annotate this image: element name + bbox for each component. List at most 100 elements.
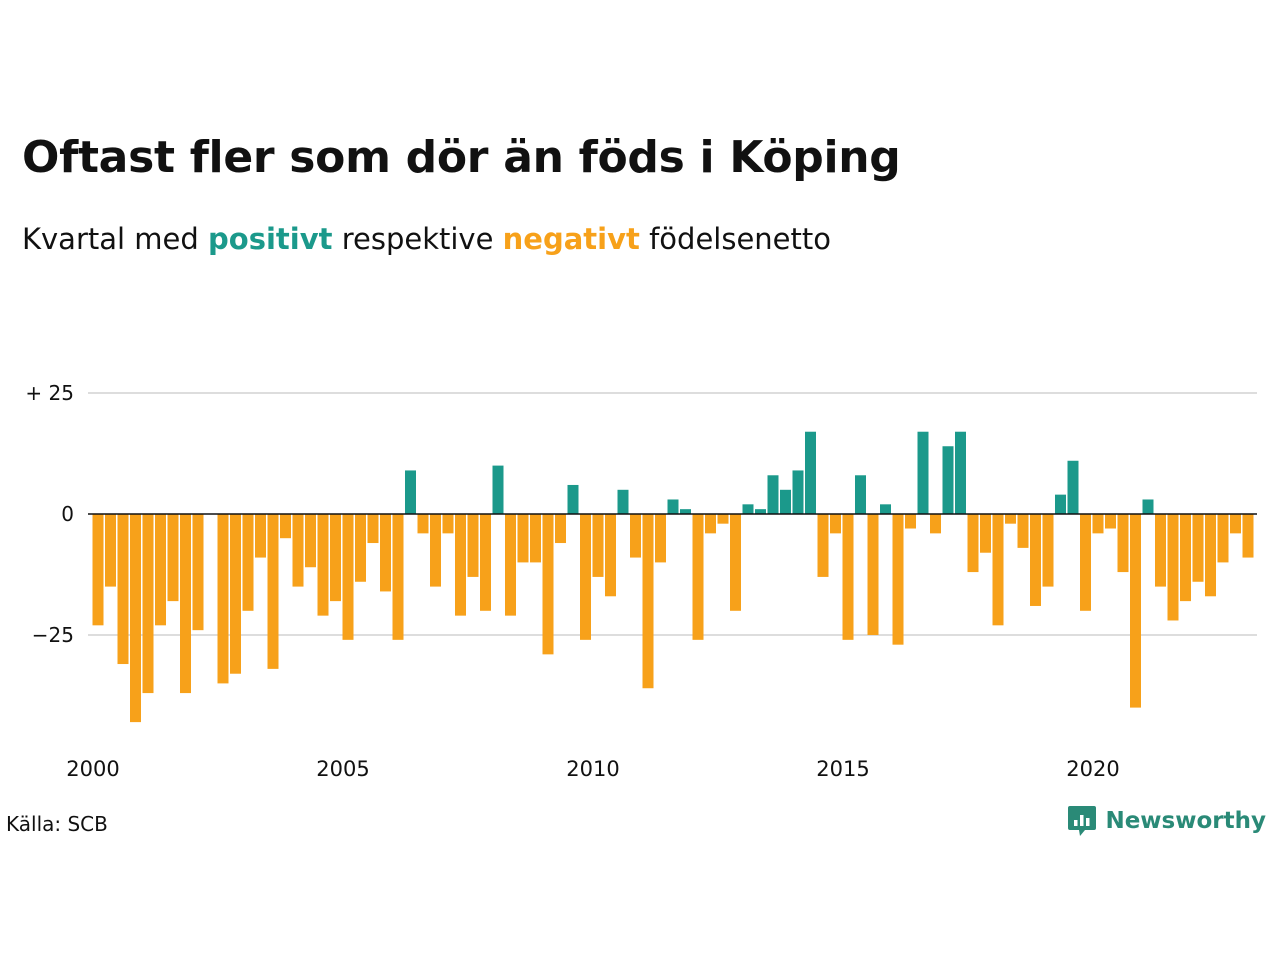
bar-2009-q4 (580, 514, 591, 640)
bar-2006-q2 (405, 470, 416, 514)
bar-2023-q1 (1242, 514, 1254, 558)
bar-2010-q1 (592, 514, 604, 577)
bar-2004-q1 (292, 514, 304, 587)
bar-2011-q2 (655, 514, 666, 563)
bar-2013-q4 (780, 489, 791, 514)
bar-2008-q3 (517, 514, 529, 563)
bar-2010-q4 (630, 514, 641, 558)
bar-2006-q1 (392, 514, 404, 640)
bar-2015-q1 (842, 514, 854, 640)
bar-2015-q3 (867, 514, 879, 635)
bar-2002-q1 (192, 514, 204, 631)
bar-2009-q3 (567, 484, 579, 514)
bar-2015-q4 (880, 504, 891, 514)
bar-2010-q2 (605, 514, 616, 597)
newsworthy-logo-icon (1068, 806, 1097, 836)
bar-2018-q4 (1030, 514, 1041, 606)
subtitle-positive-word: positivt (208, 222, 333, 256)
bar-2019-q4 (1080, 514, 1091, 611)
bar-2011-q1 (642, 514, 654, 689)
bar-2020-q3 (1117, 514, 1129, 573)
bar-2007-q4 (480, 514, 491, 611)
bar-2006-q4 (430, 514, 441, 587)
bar-2015-q2 (855, 475, 866, 514)
bar-2013-q1 (742, 504, 754, 514)
bar-2009-q2 (555, 514, 566, 544)
x-tick-label: 2010 (566, 757, 619, 781)
bar-2000-q4 (130, 514, 141, 723)
bar-2014-q4 (830, 514, 841, 534)
bar-2012-q1 (692, 514, 704, 640)
bar-2008-q1 (492, 465, 504, 514)
bar-2005-q1 (342, 514, 354, 640)
chart-subtitle: Kvartal med positivt respektive negativt… (22, 222, 831, 256)
bar-2001-q4 (180, 514, 191, 694)
bar-2020-q2 (1105, 514, 1116, 529)
bar-2007-q2 (455, 514, 466, 616)
bar-2019-q3 (1067, 460, 1079, 514)
bar-2021-q2 (1155, 514, 1166, 587)
bar-2008-q4 (530, 514, 541, 563)
chart-title: Oftast fler som dör än föds i Köping (22, 132, 901, 183)
bar-2022-q1 (1192, 514, 1204, 582)
subtitle-negative-word: negativt (502, 222, 640, 256)
bar-2021-q4 (1180, 514, 1191, 602)
bar-2003-q1 (242, 514, 254, 611)
x-tick-label: 2000 (66, 757, 119, 781)
bar-2017-q1 (942, 446, 954, 514)
bar-2021-q1 (1142, 499, 1154, 514)
bar-2000-q2 (105, 514, 116, 587)
bar-2005-q2 (355, 514, 366, 582)
y-tick-label: + 25 (25, 381, 74, 405)
bar-2012-q2 (705, 514, 716, 534)
bar-2016-q3 (917, 431, 929, 514)
bar-2003-q4 (280, 514, 291, 539)
bar-2012-q3 (717, 514, 729, 524)
bar-2009-q1 (542, 514, 554, 655)
bar-2004-q2 (305, 514, 316, 568)
bar-2017-q2 (955, 431, 966, 514)
bar-2011-q4 (680, 509, 691, 514)
source-note: Källa: SCB (6, 812, 108, 836)
bar-2005-q4 (380, 514, 391, 592)
x-tick-label: 2015 (816, 757, 869, 781)
bar-2016-q1 (892, 514, 904, 645)
bar-2001-q3 (167, 514, 179, 602)
bar-2019-q2 (1055, 494, 1066, 514)
bar-2003-q2 (255, 514, 266, 558)
bar-2017-q3 (967, 514, 979, 573)
x-tick-label: 2020 (1066, 757, 1119, 781)
bar-2010-q3 (617, 489, 629, 514)
bar-chart: + 25 0 −25 2000 2005 2010 2015 2020 (25, 381, 1257, 781)
gridlines (88, 392, 1257, 636)
bar-2000-q3 (117, 514, 129, 665)
axes: + 25 0 −25 2000 2005 2010 2015 2020 (25, 381, 1257, 781)
y-tick-label: −25 (32, 623, 74, 647)
bar-2004-q3 (317, 514, 329, 616)
bar-2022-q3 (1217, 514, 1229, 563)
bar-2019-q1 (1042, 514, 1054, 587)
bar-2004-q4 (330, 514, 341, 602)
brand-logo[interactable]: Newsworthy (1067, 804, 1266, 838)
bar-2018-q1 (992, 514, 1004, 626)
bar-2014-q3 (817, 514, 829, 577)
subtitle-suffix: födelsenetto (639, 222, 831, 256)
x-tick-label: 2005 (316, 757, 369, 781)
bar-2021-q3 (1167, 514, 1179, 621)
bar-2001-q2 (155, 514, 166, 626)
bar-2002-q3 (217, 514, 229, 684)
bar-2018-q2 (1005, 514, 1016, 524)
bar-2007-q3 (467, 514, 479, 577)
bar-2014-q2 (805, 431, 816, 514)
bar-2012-q4 (730, 514, 741, 611)
bar-2002-q4 (230, 514, 241, 674)
bar-2022-q2 (1205, 514, 1216, 597)
bar-2008-q2 (505, 514, 516, 616)
bar-2000-q1 (92, 514, 104, 626)
bar-2022-q4 (1230, 514, 1241, 534)
brand-name: Newsworthy (1105, 808, 1266, 834)
bar-2020-q1 (1092, 514, 1104, 534)
bar-2016-q4 (930, 514, 941, 534)
subtitle-middle: respektive (332, 222, 503, 256)
bar-2005-q3 (367, 514, 379, 544)
